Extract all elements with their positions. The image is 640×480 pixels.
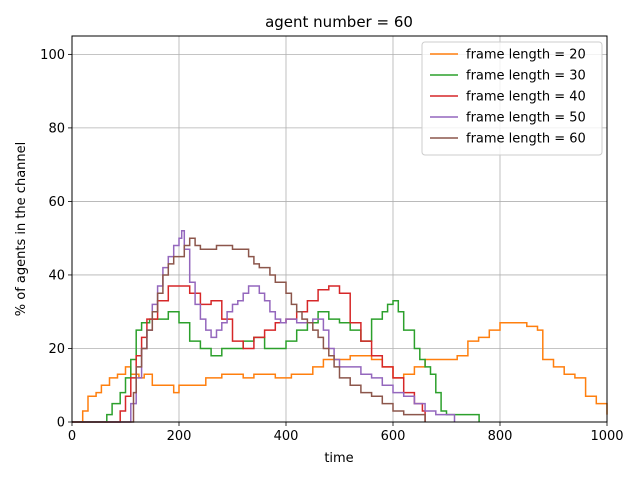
y-tick-label: 100 bbox=[40, 48, 65, 63]
x-tick-label: 1000 bbox=[590, 429, 623, 444]
x-tick-label: 600 bbox=[381, 429, 406, 444]
x-tick-label: 400 bbox=[274, 429, 299, 444]
y-tick-label: 40 bbox=[48, 268, 65, 283]
series-lines bbox=[72, 230, 608, 423]
legend-entry-label: frame length = 20 bbox=[466, 48, 586, 63]
legend: frame length = 20 frame length = 30 frame … bbox=[421, 41, 603, 156]
legend-entry-label: frame length = 30 bbox=[466, 69, 586, 84]
legend-box bbox=[421, 41, 603, 156]
series-line-2 bbox=[72, 299, 480, 423]
x-tick-label: 0 bbox=[68, 429, 76, 444]
y-axis-label: % of agents in the channel bbox=[14, 142, 29, 317]
y-tick-label: 60 bbox=[48, 195, 65, 210]
y-tick-label: 20 bbox=[48, 342, 65, 357]
axis-ticks: 0 200 400 600 800 1000 0 20 40 60 80 100 bbox=[40, 48, 623, 444]
series-line-4 bbox=[72, 230, 456, 423]
x-tick-label: 200 bbox=[167, 429, 192, 444]
x-axis-label: time bbox=[324, 451, 353, 466]
x-tick-label: 800 bbox=[488, 429, 513, 444]
chart-title: agent number = 60 bbox=[265, 13, 413, 31]
y-tick-label: 80 bbox=[48, 121, 65, 136]
legend-entry-label: frame length = 60 bbox=[466, 132, 586, 147]
series-line-5 bbox=[72, 237, 426, 423]
y-tick-label: 0 bbox=[57, 416, 65, 431]
plot-frame bbox=[71, 35, 608, 423]
series-line-3 bbox=[72, 285, 426, 423]
legend-entry-label: frame length = 50 bbox=[466, 111, 586, 126]
legend-entry-label: frame length = 40 bbox=[466, 90, 586, 105]
